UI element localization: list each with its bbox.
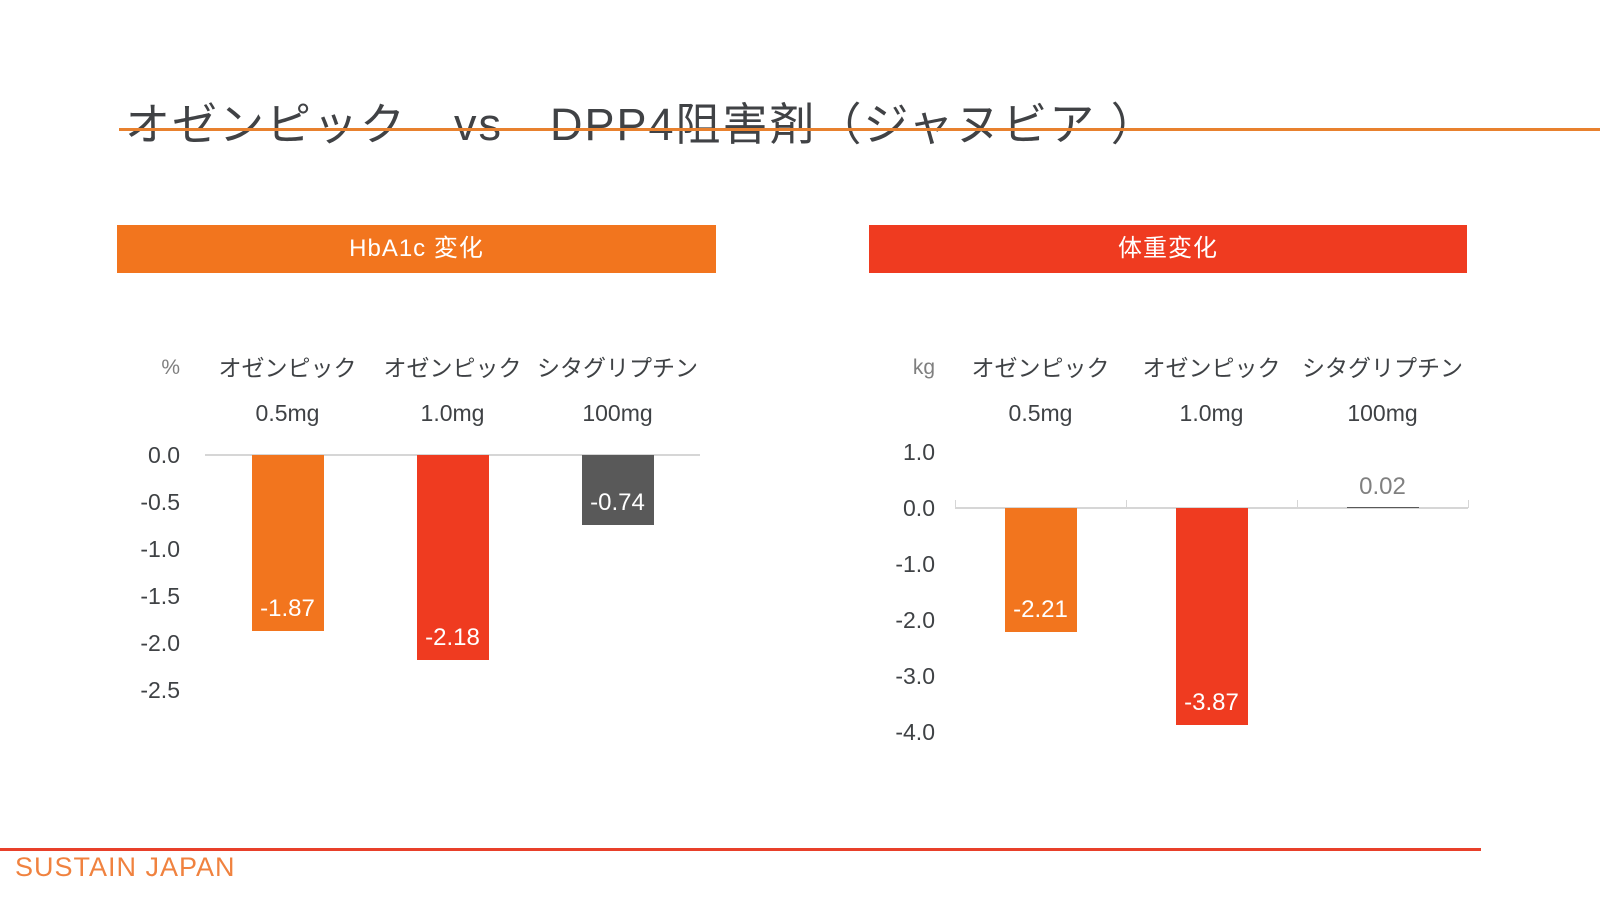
y-axis-tick-label: -0.5 [140,489,180,515]
y-axis-tick-label: 0.0 [148,442,180,468]
axis-tick [955,500,956,508]
y-axis-tick-label: -4.0 [895,719,935,745]
footer-brand-text: SUSTAIN JAPAN [15,852,236,882]
bar [251,455,324,631]
y-axis-tick-label: 1.0 [903,439,935,465]
category-label: シタグリプチン [1302,355,1463,381]
bar-value-label: -0.74 [590,489,645,516]
category-label: オゼンピック [383,355,522,381]
category-label: オゼンピック [218,355,357,381]
y-axis-tick-label: -3.0 [895,663,935,689]
dose-label: 100mg [582,400,653,426]
bar-value-label: -1.87 [260,595,315,622]
hba1c-chart-header: HbA1c 変化 [117,225,716,273]
dose-label: 0.5mg [1008,400,1073,426]
bar-value-label: 0.02 [1359,473,1406,500]
page-title: オゼンピック vs DPP4阻害剤（ジャヌビア ） [125,99,1158,151]
category-label: シタグリプチン [537,355,698,381]
dose-label: 1.0mg [1179,400,1244,426]
y-axis-tick-label: 0.0 [903,495,935,521]
y-axis-tick-label: -2.0 [895,607,935,633]
bar [416,455,489,660]
axis-tick [1297,500,1298,508]
bar [1346,507,1419,508]
y-axis-tick-label: -2.5 [140,677,180,703]
bar-value-label: -2.21 [1013,596,1068,623]
bar [1004,508,1077,632]
title-underline [119,128,1600,131]
axis-tick [1126,500,1127,508]
y-axis-tick-label: -1.5 [140,583,180,609]
bar [581,455,654,525]
y-axis-tick-label: -1.0 [140,536,180,562]
category-label: オゼンピック [971,355,1110,381]
dose-label: 100mg [1347,400,1418,426]
bar [1175,508,1248,725]
y-axis-tick-label: -1.0 [895,551,935,577]
unit-label: % [161,356,180,379]
category-label: オゼンピック [1142,355,1281,381]
dose-label: 0.5mg [255,400,320,426]
y-axis-tick-label: -2.0 [140,630,180,656]
bar-value-label: -2.18 [425,624,480,651]
unit-label: kg [912,356,935,379]
axis-tick [1468,500,1469,508]
footer-divider-line [0,848,1481,851]
weight-chart-header: 体重変化 [869,225,1467,273]
bar-value-label: -3.87 [1184,689,1239,716]
dose-label: 1.0mg [420,400,485,426]
